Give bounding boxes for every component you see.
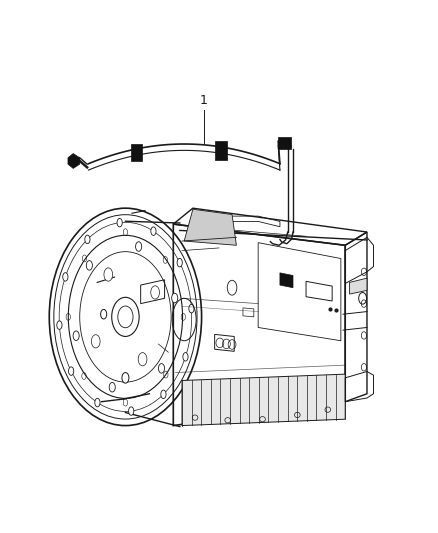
Ellipse shape — [101, 310, 107, 319]
Ellipse shape — [189, 304, 194, 313]
Ellipse shape — [104, 268, 113, 281]
Polygon shape — [215, 141, 227, 160]
Ellipse shape — [86, 261, 92, 270]
Polygon shape — [258, 243, 341, 341]
Ellipse shape — [85, 235, 90, 244]
Ellipse shape — [109, 383, 115, 392]
Ellipse shape — [122, 373, 129, 383]
Text: 1: 1 — [200, 94, 208, 108]
Ellipse shape — [129, 407, 134, 415]
Ellipse shape — [92, 335, 100, 348]
Ellipse shape — [151, 227, 156, 236]
Ellipse shape — [161, 390, 166, 399]
Ellipse shape — [177, 259, 182, 267]
Polygon shape — [182, 374, 345, 425]
Ellipse shape — [73, 331, 79, 341]
Polygon shape — [131, 144, 141, 160]
Ellipse shape — [138, 353, 147, 366]
Ellipse shape — [159, 364, 165, 373]
Polygon shape — [350, 278, 367, 294]
Ellipse shape — [136, 242, 141, 251]
Ellipse shape — [117, 219, 122, 227]
Ellipse shape — [95, 398, 100, 407]
Polygon shape — [278, 136, 291, 149]
Polygon shape — [68, 154, 80, 168]
Ellipse shape — [68, 367, 74, 375]
Ellipse shape — [183, 353, 188, 361]
Ellipse shape — [63, 273, 68, 281]
Polygon shape — [280, 273, 293, 288]
Ellipse shape — [57, 321, 62, 329]
Ellipse shape — [151, 286, 159, 299]
Ellipse shape — [172, 293, 178, 303]
Polygon shape — [184, 209, 237, 245]
